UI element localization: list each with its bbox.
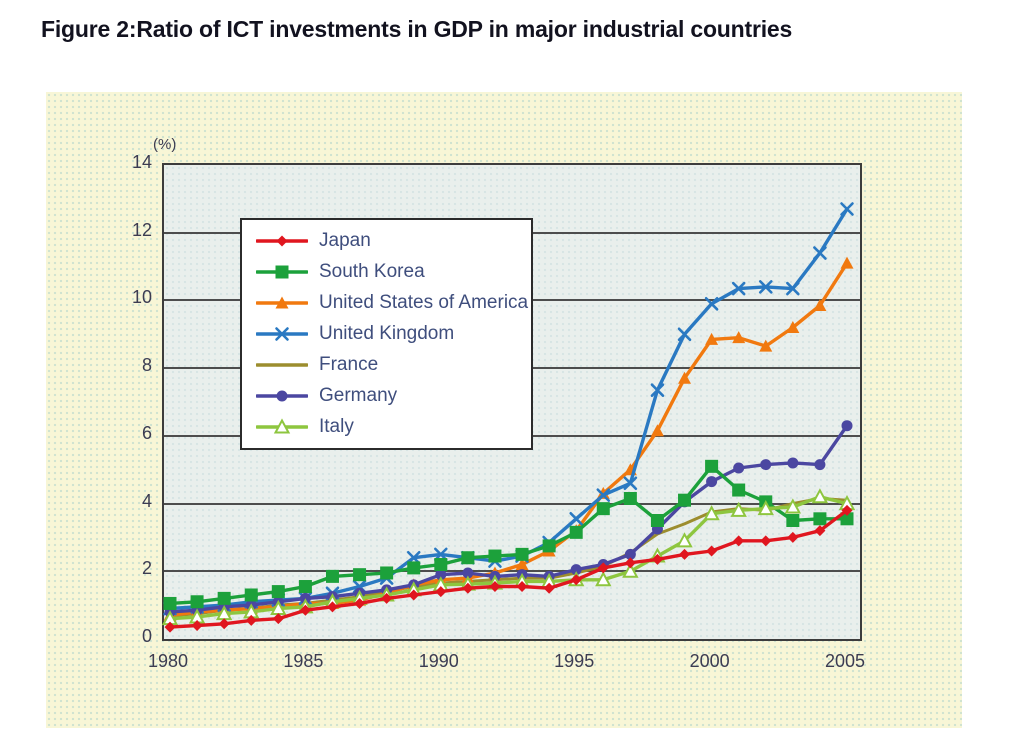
y-tick-label: 4 bbox=[141, 490, 152, 511]
legend-item: South Korea bbox=[256, 258, 531, 286]
legend-item: United States of America bbox=[256, 289, 531, 317]
legend-marker-united-kingdom-icon bbox=[256, 327, 308, 341]
gridline bbox=[164, 502, 860, 505]
y-tick-label: 6 bbox=[141, 422, 152, 443]
y-tick-label: 14 bbox=[131, 152, 152, 172]
legend-item-label: France bbox=[319, 354, 379, 375]
legend-item: France bbox=[256, 351, 531, 379]
legend-marker-italy-icon bbox=[256, 418, 308, 434]
legend-item-label: Italy bbox=[319, 416, 354, 437]
legend-item-label: United States of America bbox=[319, 292, 529, 313]
y-tick-label: 10 bbox=[131, 287, 152, 308]
y-tick-label: 2 bbox=[141, 558, 152, 579]
page-title: Figure 2:Ratio of ICT investments in GDP… bbox=[41, 16, 793, 42]
legend-item-label: South Korea bbox=[319, 261, 425, 282]
legend: Japan South Korea United States of America… bbox=[240, 218, 533, 450]
x-tick-label: 2005 bbox=[824, 651, 866, 671]
legend-marker-france-icon bbox=[256, 363, 308, 367]
legend-marker-south-korea-icon bbox=[256, 265, 308, 279]
x-tick-label: 1980 bbox=[147, 651, 189, 671]
y-tick-label: 0 bbox=[141, 626, 152, 646]
legend-item: Italy bbox=[256, 413, 531, 441]
x-tick-label: 1995 bbox=[554, 651, 595, 671]
y-tick-label: 12 bbox=[131, 219, 152, 240]
legend-item: United Kingdom bbox=[256, 320, 531, 348]
y-tick-label: 8 bbox=[141, 355, 152, 376]
series-japan bbox=[164, 504, 853, 633]
gridline bbox=[164, 570, 860, 573]
legend-item-label: United Kingdom bbox=[319, 323, 455, 344]
unit-label: (%) bbox=[153, 136, 177, 153]
legend-item-label: Japan bbox=[319, 230, 371, 251]
x-tick-label: 1985 bbox=[283, 651, 324, 671]
series-south-korea bbox=[163, 459, 854, 610]
x-tick-label: 1990 bbox=[418, 651, 459, 671]
x-tick-label: 2000 bbox=[689, 651, 730, 671]
legend-marker-united-states-of-america-icon bbox=[256, 296, 308, 309]
legend-marker-japan-icon bbox=[256, 235, 308, 247]
legend-item-label: Germany bbox=[319, 385, 398, 406]
chart-canvas bbox=[161, 202, 856, 633]
legend-item: Japan bbox=[256, 227, 531, 255]
legend-marker-germany-icon bbox=[256, 390, 308, 402]
legend-item: Germany bbox=[256, 382, 531, 410]
